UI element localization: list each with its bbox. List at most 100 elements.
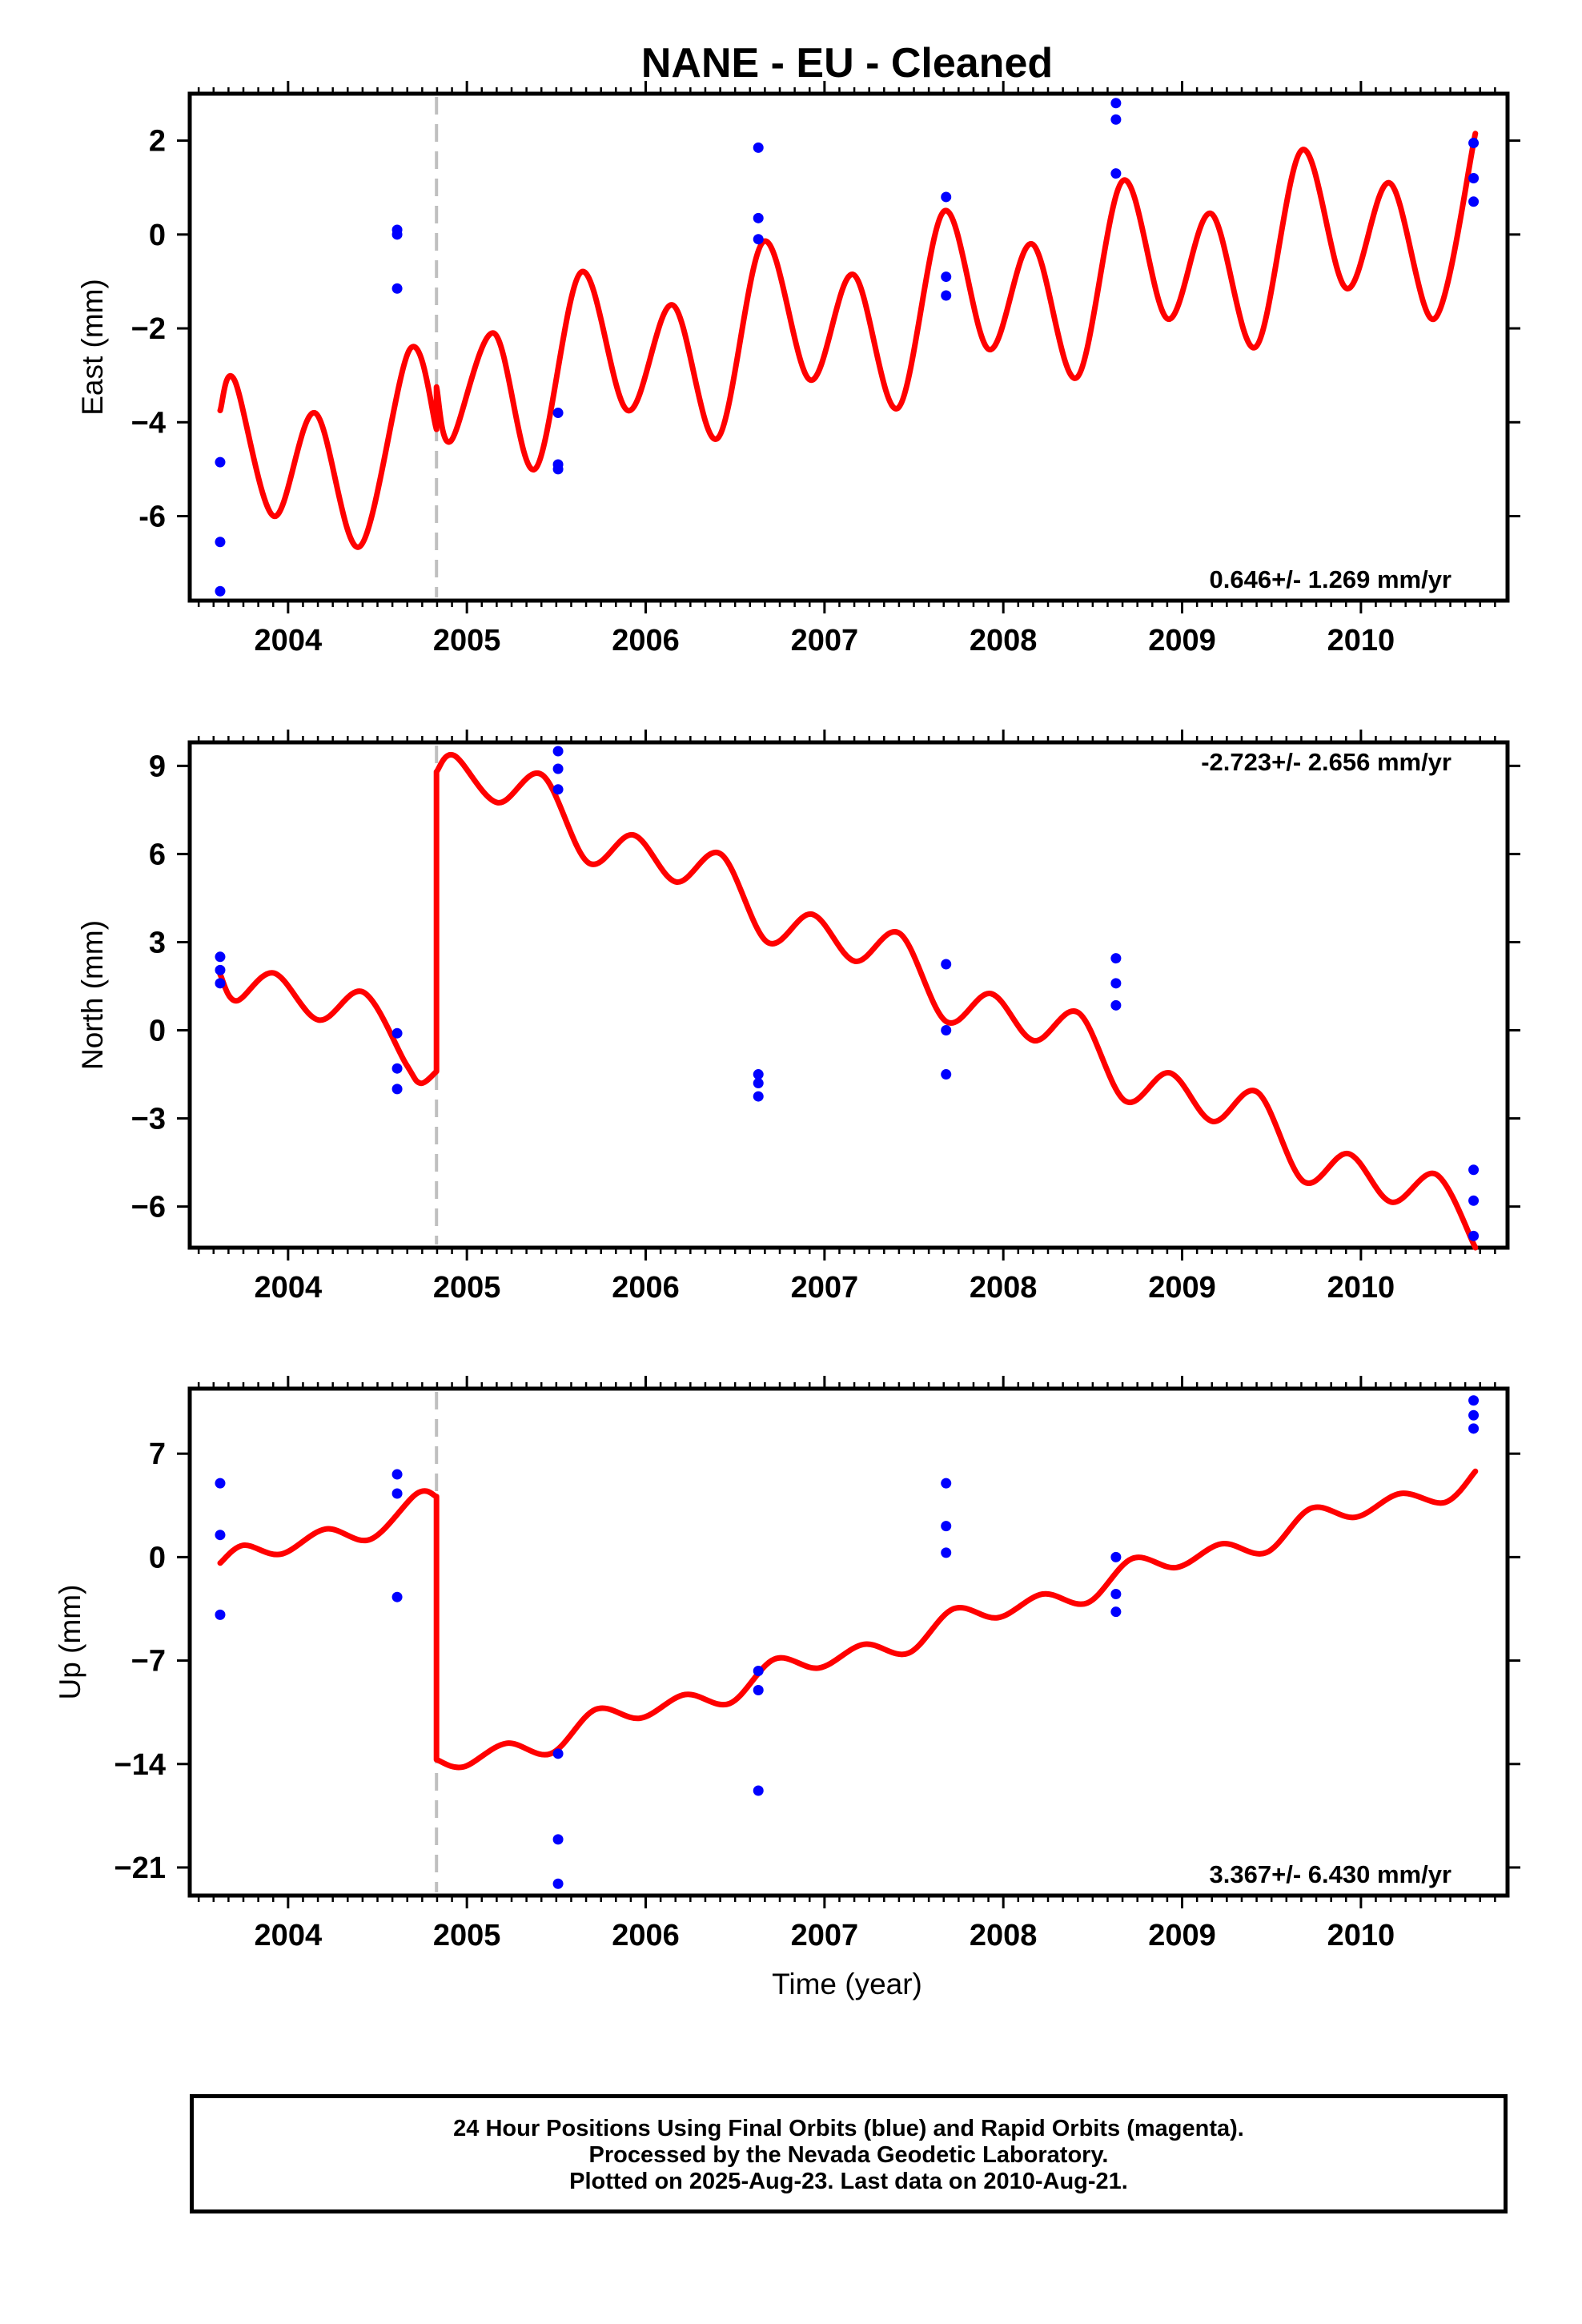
up-rate-label: 3.367+/- 6.430 mm/yr (1210, 1860, 1452, 1888)
up-data-point (391, 1469, 403, 1480)
north-data-point (391, 1027, 403, 1039)
up-minor-ticks (197, 1382, 1496, 1902)
east-minor-ticks (197, 87, 1496, 607)
north-x-tick-label: 2008 (970, 1271, 1038, 1305)
north-model-line (217, 751, 1479, 1251)
north-data-point (1110, 999, 1122, 1011)
up-data-point (552, 1748, 564, 1759)
up-data-point (1468, 1409, 1480, 1421)
north-data-point (753, 1091, 764, 1102)
north-data-point (391, 1084, 403, 1095)
east-model-curve (217, 131, 1479, 550)
chart-title: NANE - EU - Cleaned (641, 40, 1053, 86)
east-data-point (552, 408, 564, 419)
north-x-tick-label: 2006 (612, 1271, 680, 1305)
north-data-points (215, 746, 1480, 1241)
east-model-line (217, 131, 1479, 550)
east-x-tick-label: 2007 (791, 624, 859, 657)
north-data-point (215, 978, 226, 989)
up-x-tick-label: 2008 (970, 1919, 1038, 1952)
east-rate-label: 0.646+/- 1.269 mm/yr (1210, 565, 1452, 593)
panels: 2004 2005 2006 2007 2008 2009 2010 2 0 −2 −4 -6 East… (54, 81, 1520, 1952)
up-data-point (1110, 1606, 1122, 1618)
east-panel: 2004 2005 2006 2007 2008 2009 2010 2 0 −2 −4 -6 East… (76, 81, 1520, 657)
north-rate-label: -2.723+/- 2.656 mm/yr (1201, 748, 1452, 776)
north-x-tick-label: 2005 (433, 1271, 501, 1305)
east-x-tick-label: 2009 (1148, 624, 1216, 657)
north-x-tick-label: 2009 (1148, 1271, 1216, 1305)
east-data-point (941, 191, 952, 203)
up-data-points (215, 1395, 1480, 1889)
east-x-tick-label: 2005 (433, 624, 501, 657)
east-data-point (215, 456, 226, 468)
north-frame (187, 740, 1510, 1250)
up-data-point (391, 1488, 403, 1499)
north-data-point (1110, 953, 1122, 964)
up-frame (187, 1386, 1510, 1898)
east-y-tick-label: −2 (131, 312, 166, 346)
east-x-tick-label: 2004 (255, 624, 323, 657)
up-y-tick-label: 7 (149, 1437, 166, 1471)
east-x-tick-label: 2008 (970, 624, 1038, 657)
north-model-curve (217, 751, 1479, 1251)
north-y-tick-label: −3 (131, 1103, 166, 1136)
up-x-tick-label: 2007 (791, 1919, 859, 1952)
up-data-point (552, 1878, 564, 1889)
east-y-tick-label: −4 (131, 406, 166, 440)
east-data-point (1110, 168, 1122, 179)
east-y-tick-label: -6 (139, 501, 166, 534)
north-x-tick-label: 2004 (255, 1271, 323, 1305)
up-model-line (217, 1468, 1479, 1771)
east-frame (187, 91, 1510, 603)
up-x-tick-label: 2004 (255, 1919, 323, 1952)
up-data-point (391, 1591, 403, 1602)
north-x-tick-label: 2007 (791, 1271, 859, 1305)
up-data-point (552, 1834, 564, 1845)
east-data-point (753, 142, 764, 153)
up-data-point (215, 1609, 226, 1620)
up-y-tick-label: −21 (114, 1852, 166, 1885)
east-y-tick-label: 2 (149, 125, 166, 159)
up-y-tick-label: −7 (131, 1645, 166, 1679)
up-data-point (1110, 1551, 1122, 1562)
north-x-tick-label: 2010 (1327, 1271, 1395, 1305)
north-data-point (1110, 978, 1122, 989)
north-data-point (215, 964, 226, 975)
east-data-point (391, 229, 403, 240)
up-data-point (753, 1785, 764, 1796)
north-data-point (552, 763, 564, 774)
east-data-point (941, 290, 952, 301)
north-data-point (941, 1025, 952, 1036)
east-data-point (215, 585, 226, 597)
north-y-tick-label: 3 (149, 926, 166, 959)
east-data-point (1468, 138, 1480, 149)
up-model-curve (217, 1468, 1479, 1771)
x-axis-label: Time (year) (772, 1968, 922, 2000)
north-data-point (1468, 1230, 1480, 1241)
up-data-point (941, 1547, 952, 1558)
north-data-point (941, 1069, 952, 1080)
up-data-point (1110, 1589, 1122, 1600)
east-data-point (941, 271, 952, 283)
east-data-point (1468, 173, 1480, 183)
footer-line-orbits: 24 Hour Positions Using Final Orbits (bl… (453, 2116, 1244, 2141)
up-y-tick-label: −14 (114, 1748, 166, 1782)
north-y-tick-label: 9 (149, 750, 166, 783)
north-data-point (1468, 1164, 1480, 1176)
footer-line-processed: Processed by the Nevada Geodetic Laborat… (588, 2142, 1109, 2168)
east-data-point (552, 464, 564, 475)
east-data-point (753, 212, 764, 223)
footer-line-plotted: Plotted on 2025-Aug-23. Last data on 201… (569, 2169, 1128, 2194)
east-data-points (215, 98, 1480, 597)
north-minor-ticks (197, 736, 1496, 1254)
north-data-point (552, 746, 564, 757)
up-x-tick-label: 2006 (612, 1919, 680, 1952)
up-data-point (1468, 1423, 1480, 1434)
east-data-point (1468, 196, 1480, 207)
east-y-axis-label: East (mm) (76, 279, 109, 416)
east-data-point (391, 283, 403, 294)
east-x-tick-label: 2010 (1327, 624, 1395, 657)
north-panel: 2004 2005 2006 2007 2008 2009 2010 9 6 3 0 −3 −6 Nort… (76, 730, 1520, 1305)
north-data-point (552, 784, 564, 795)
